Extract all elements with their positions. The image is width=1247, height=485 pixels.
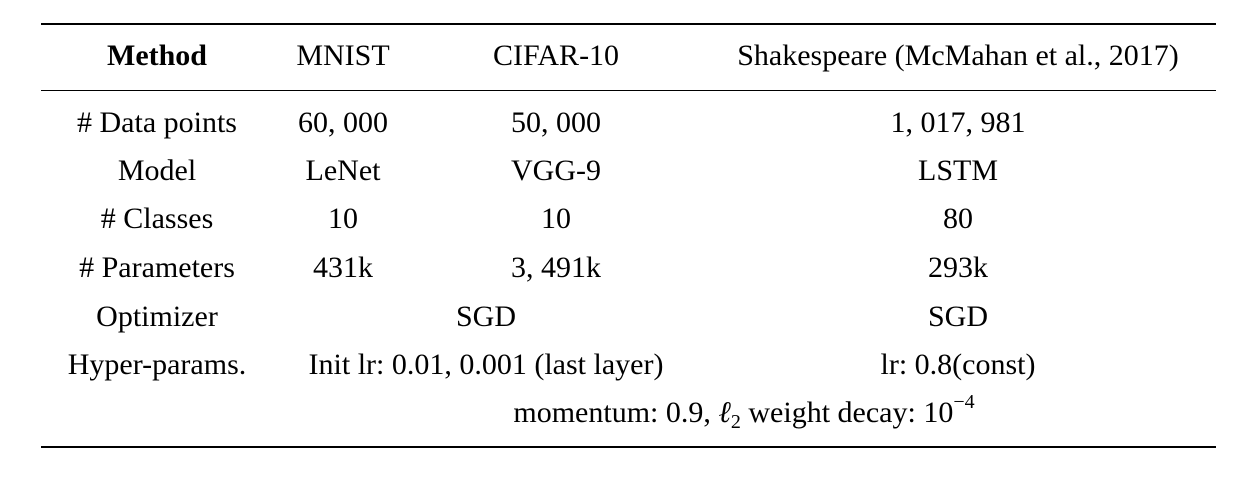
cell-mnist-cifar-optimizer: SGD bbox=[455, 300, 517, 333]
cell-mnist-classes: 10 bbox=[328, 202, 358, 235]
header-rule bbox=[41, 90, 1216, 91]
cell-shakespeare-parameters: 293k bbox=[928, 251, 988, 284]
cell-mnist-parameters: 431k bbox=[313, 251, 373, 284]
header-shakespeare: Shakespeare (McMahan et al., 2017) bbox=[737, 39, 1179, 72]
weight-decay-text: weight decay: 10 bbox=[748, 396, 954, 429]
weight-decay-exponent: −4 bbox=[953, 391, 975, 413]
cell-shakespeare-hyper-params: lr: 0.8(const) bbox=[880, 348, 1036, 381]
cell-shakespeare-classes: 80 bbox=[943, 202, 973, 235]
cell-cifar-model: VGG-9 bbox=[511, 154, 601, 187]
cell-shakespeare-data-points: 1, 017, 981 bbox=[890, 106, 1026, 139]
cell-mnist-model: LeNet bbox=[305, 154, 381, 187]
cell-shakespeare-optimizer: SGD bbox=[927, 300, 989, 333]
row-label-classes: # Classes bbox=[100, 202, 214, 235]
ell-subscript: 2 bbox=[730, 411, 741, 433]
momentum-text: momentum: 0.9, bbox=[513, 396, 711, 429]
row-label-parameters: # Parameters bbox=[79, 251, 235, 284]
cell-cifar-data-points: 50, 000 bbox=[511, 106, 601, 139]
ell-symbol: ℓ bbox=[718, 396, 731, 429]
row-label-data-points: # Data points bbox=[77, 106, 237, 139]
row-label-model: Model bbox=[117, 154, 197, 187]
cell-cifar-classes: 10 bbox=[541, 202, 571, 235]
row-label-optimizer: Optimizer bbox=[96, 300, 218, 333]
top-rule bbox=[41, 23, 1216, 25]
cell-shakespeare-model: LSTM bbox=[917, 154, 999, 187]
cell-mnist-cifar-hyper-params: Init lr: 0.01, 0.001 (last layer) bbox=[308, 348, 664, 381]
header-method: Method bbox=[107, 39, 207, 72]
header-mnist: MNIST bbox=[296, 39, 390, 72]
cell-cifar-parameters: 3, 491k bbox=[511, 251, 601, 284]
cell-shared-hyper-params: momentum: 0.9, ℓ2 weight decay: 10−4 bbox=[513, 392, 974, 432]
header-cifar10: CIFAR-10 bbox=[492, 39, 620, 72]
row-label-hyper-params: Hyper-params. bbox=[67, 348, 247, 381]
cell-mnist-data-points: 60, 000 bbox=[298, 106, 388, 139]
bottom-rule bbox=[41, 446, 1216, 448]
